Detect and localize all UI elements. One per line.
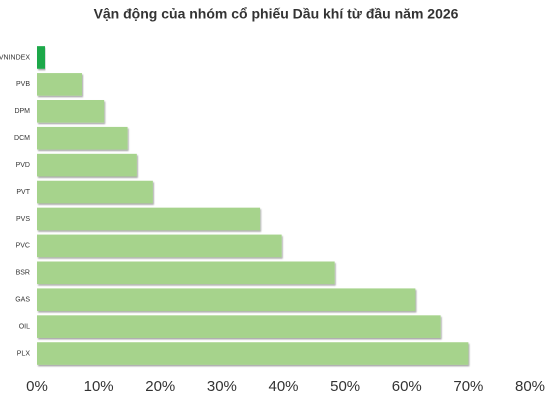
bar [37,46,46,69]
y-tick-label: PLX [17,350,31,357]
x-tick-label: 10% [84,378,114,395]
y-tick-label: PVB [16,81,30,88]
x-tick-label: 60% [392,378,422,395]
x-tick-label: 20% [145,378,175,395]
bar [37,180,153,204]
x-tick-label: 70% [453,378,483,395]
x-tick-label: 40% [268,378,298,395]
bar [37,234,282,258]
bar [37,73,82,96]
y-tick-label: OIL [19,323,30,330]
y-tick-label: DPM [14,108,30,115]
y-tick-label: PVC [16,243,30,250]
y-tick-label: PVT [16,189,30,196]
x-tick-label: 50% [330,378,360,395]
x-tick-label: 0% [26,378,48,395]
y-tick-label: BSR [16,270,30,277]
x-tick-label: 30% [207,378,237,395]
chart-title: Vận động của nhóm cổ phiếu Dầu khí từ đầ… [94,6,459,22]
x-tick-label: 80% [515,378,545,395]
bar [37,207,261,231]
y-tick-label: DCM [14,135,30,142]
bar [37,99,105,123]
bar [37,342,469,365]
y-tick-label: PVS [16,216,30,223]
y-tick-label: VNINDEX [0,54,30,61]
bar [37,261,335,285]
bar [37,288,416,312]
bar [37,153,137,177]
bar [37,315,441,338]
y-tick-label: GAS [15,297,30,304]
bar [37,126,128,150]
y-tick-label: PVD [16,162,30,169]
